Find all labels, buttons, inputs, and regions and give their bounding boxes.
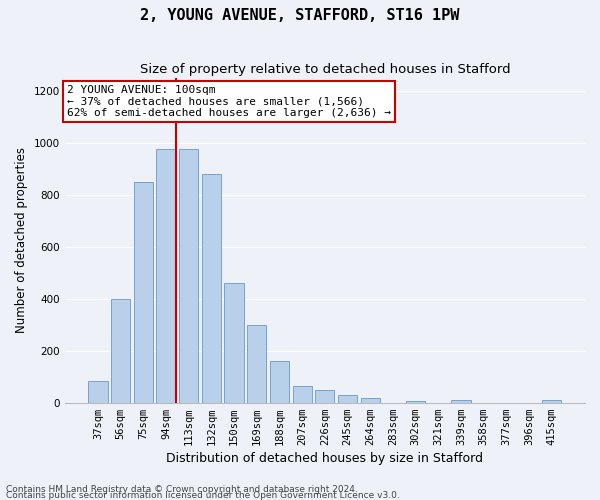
Bar bbox=[247, 325, 266, 402]
Y-axis label: Number of detached properties: Number of detached properties bbox=[15, 148, 28, 334]
Bar bbox=[315, 390, 334, 402]
Bar bbox=[338, 395, 357, 402]
Bar bbox=[293, 386, 312, 402]
Bar bbox=[134, 182, 153, 402]
Text: 2, YOUNG AVENUE, STAFFORD, ST16 1PW: 2, YOUNG AVENUE, STAFFORD, ST16 1PW bbox=[140, 8, 460, 22]
Bar bbox=[451, 400, 470, 402]
Bar bbox=[361, 398, 380, 402]
Bar bbox=[542, 400, 562, 402]
Bar bbox=[224, 283, 244, 403]
Text: Contains public sector information licensed under the Open Government Licence v3: Contains public sector information licen… bbox=[6, 490, 400, 500]
Bar bbox=[157, 150, 176, 402]
X-axis label: Distribution of detached houses by size in Stafford: Distribution of detached houses by size … bbox=[166, 452, 484, 465]
Bar bbox=[88, 380, 107, 402]
Title: Size of property relative to detached houses in Stafford: Size of property relative to detached ho… bbox=[140, 62, 510, 76]
Text: Contains HM Land Registry data © Crown copyright and database right 2024.: Contains HM Land Registry data © Crown c… bbox=[6, 484, 358, 494]
Bar bbox=[270, 361, 289, 403]
Bar bbox=[202, 174, 221, 402]
Bar bbox=[179, 150, 199, 402]
Bar bbox=[111, 299, 130, 403]
Text: 2 YOUNG AVENUE: 100sqm
← 37% of detached houses are smaller (1,566)
62% of semi-: 2 YOUNG AVENUE: 100sqm ← 37% of detached… bbox=[67, 84, 391, 117]
